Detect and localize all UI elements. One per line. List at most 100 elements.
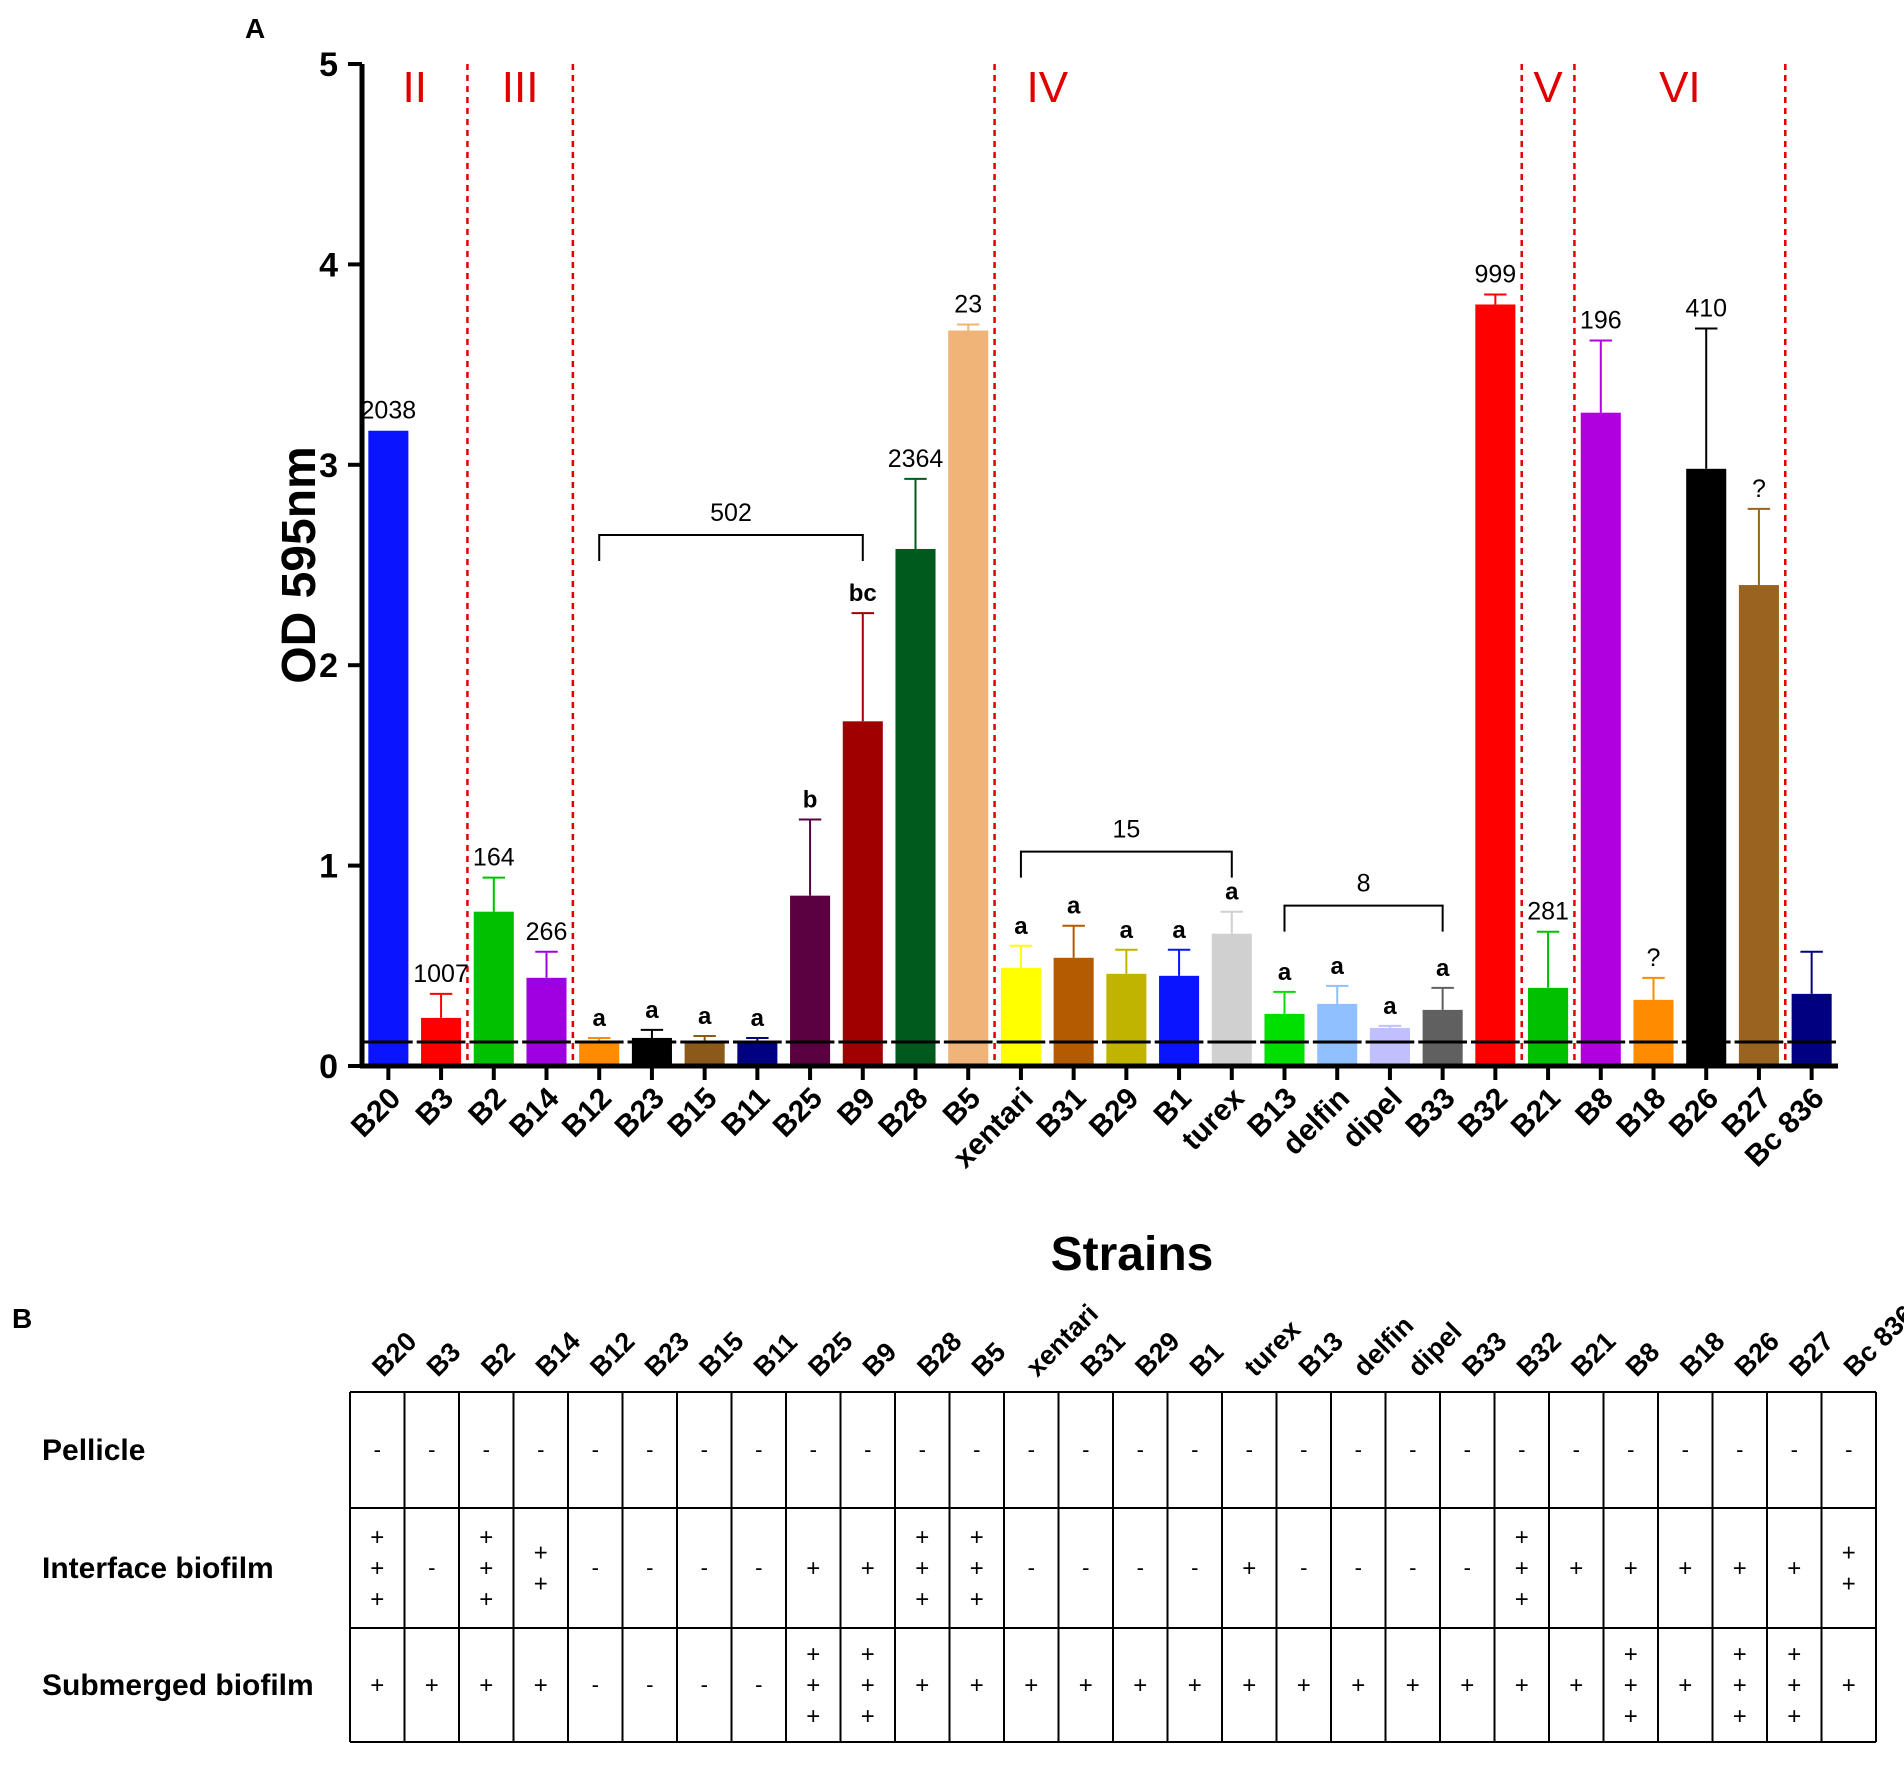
table-cell: - (864, 1437, 871, 1462)
x-tick-label: B2 (462, 1082, 512, 1132)
table-cell-plus: + (915, 1672, 929, 1699)
table-cell-plus: + (1842, 1571, 1856, 1598)
y-tick-label: 4 (319, 246, 338, 284)
bar-B27 (1738, 585, 1779, 1066)
data-label: 164 (473, 844, 515, 872)
data-label: a (1225, 879, 1239, 906)
table-row-label: Interface biofilm (42, 1552, 274, 1585)
bar-B9 (842, 721, 883, 1066)
table-cell-plus: + (479, 1672, 493, 1699)
table-cell-plus: + (1024, 1672, 1038, 1699)
table-cell-plus: + (1678, 1672, 1692, 1699)
data-label: a (751, 1005, 765, 1032)
table-cell-plus: + (479, 1555, 493, 1582)
x-axis-title: Strains (1051, 1228, 1214, 1281)
table-cell: - (1300, 1555, 1307, 1580)
table-cell: - (428, 1437, 435, 1462)
table-cell-plus: + (915, 1524, 929, 1551)
data-label: a (1067, 893, 1081, 920)
table-cell-plus: + (534, 1540, 548, 1567)
table-cell-plus: + (861, 1555, 875, 1582)
table-cell: - (1682, 1437, 1689, 1462)
bar-B14 (526, 977, 567, 1066)
table-cell: - (1355, 1555, 1362, 1580)
table-cell: - (483, 1437, 490, 1462)
table-column-header: B18 (1674, 1326, 1730, 1382)
table-column-header: Bc 836 (1838, 1299, 1904, 1382)
data-label: ? (1647, 944, 1661, 972)
table-cell-plus: + (534, 1672, 548, 1699)
group-label: III (502, 63, 539, 112)
table-cell: - (1137, 1555, 1144, 1580)
data-label: 266 (526, 918, 568, 946)
table-column-header: B11 (748, 1327, 803, 1382)
x-tick-label: B20 (345, 1082, 407, 1144)
table-column-header: B3 (421, 1337, 467, 1383)
table-cell: - (701, 1672, 708, 1697)
table-column-header: B26 (1729, 1326, 1785, 1382)
bar-B21 (1528, 987, 1569, 1066)
table-cell: - (592, 1555, 599, 1580)
bar-B26 (1686, 468, 1727, 1067)
table-cell-plus: + (1297, 1672, 1311, 1699)
table-cell-plus: + (1515, 1555, 1529, 1582)
table-cell-plus: + (1787, 1641, 1801, 1668)
table-cell-plus: + (1406, 1672, 1420, 1699)
data-label: a (1331, 953, 1345, 980)
table-cell-plus: + (806, 1703, 820, 1730)
table-cell-plus: + (370, 1672, 384, 1699)
table-cell: - (755, 1437, 762, 1462)
table-cell: - (1464, 1555, 1471, 1580)
table-column-header: B29 (1129, 1326, 1185, 1382)
table-cell-plus: + (915, 1555, 929, 1582)
table-cell-plus: + (425, 1672, 439, 1699)
table-cell: - (1355, 1437, 1362, 1462)
x-tick-label: B8 (1569, 1082, 1619, 1132)
bar-B18 (1633, 999, 1674, 1066)
bar-B11 (737, 1041, 778, 1066)
table-cell-plus: + (370, 1524, 384, 1551)
bar-B28 (895, 548, 936, 1066)
table-column-header: B27 (1783, 1326, 1839, 1382)
x-tick-label: B18 (1610, 1082, 1672, 1144)
table-cell-plus: + (1569, 1672, 1583, 1699)
bar-Bc-836 (1791, 993, 1832, 1066)
table-cell: - (1082, 1437, 1089, 1462)
table-column-header: B8 (1620, 1337, 1666, 1383)
table-cell-plus: + (806, 1672, 820, 1699)
data-label: a (645, 997, 659, 1024)
y-tick-label: 3 (319, 447, 338, 485)
group-label: IV (1026, 63, 1068, 112)
table-cell-plus: + (1733, 1555, 1747, 1582)
x-tick-label: B9 (831, 1082, 881, 1132)
table-row-label: Submerged biofilm (42, 1669, 314, 1702)
table-cell: - (1627, 1437, 1634, 1462)
bracket-label: 502 (710, 499, 752, 527)
bar-dipel (1369, 1027, 1410, 1066)
table-column-header: turex (1238, 1314, 1306, 1382)
table-cell-plus: + (806, 1555, 820, 1582)
bracket-label: 15 (1112, 816, 1140, 844)
x-tick-label: dipel (1336, 1082, 1409, 1155)
table-cell-plus: + (915, 1586, 929, 1613)
table-cell: - (1082, 1555, 1089, 1580)
table-cell: - (701, 1437, 708, 1462)
table-cell-plus: + (479, 1524, 493, 1551)
table-cell: - (1191, 1437, 1198, 1462)
table-cell-plus: + (1733, 1703, 1747, 1730)
x-tick-label: B26 (1663, 1082, 1725, 1144)
bar-B25 (790, 895, 831, 1066)
table-column-header: B15 (693, 1326, 749, 1382)
table-cell: - (701, 1555, 708, 1580)
significance-bracket (1019, 850, 1233, 878)
bar-xentari (1000, 967, 1041, 1066)
table-cell-plus: + (1787, 1555, 1801, 1582)
table-cell: - (646, 1437, 653, 1462)
x-tick-label: B23 (609, 1082, 671, 1144)
table-cell: - (646, 1555, 653, 1580)
bar-B15 (684, 1041, 725, 1066)
table-cell-plus: + (1515, 1524, 1529, 1551)
